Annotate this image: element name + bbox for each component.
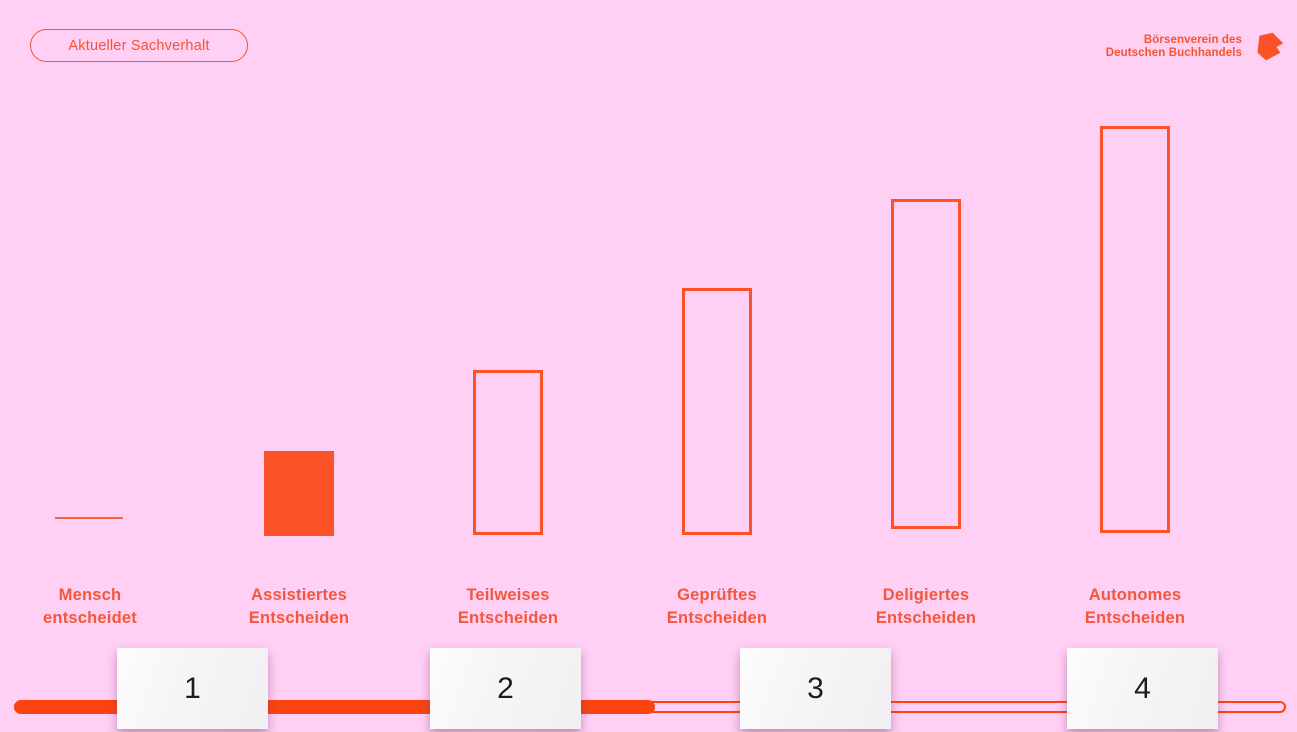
step-card-1[interactable]: 1	[117, 648, 268, 729]
bar-label-6: Autonomes Entscheiden	[1084, 586, 1186, 627]
bar-3	[473, 370, 543, 535]
bar-6	[1100, 126, 1170, 533]
step-card-2[interactable]: 2	[430, 648, 581, 729]
bar-2	[264, 451, 334, 536]
bar-1	[55, 517, 123, 519]
bar-5	[891, 199, 961, 529]
logo-text: Börsenverein des Deutschen Buchhandels	[1106, 34, 1242, 61]
bar-label-2: Assistiertes Entscheiden	[248, 586, 350, 627]
logo-text-line2: Deutschen Buchhandels	[1105, 47, 1242, 59]
bar-label-1: Mensch entscheidet	[43, 586, 137, 627]
bar-label-3: Teilweises Entscheiden	[457, 586, 559, 627]
step-card-4[interactable]: 4	[1067, 648, 1218, 729]
bar-4	[682, 288, 752, 535]
bar-label-5: Deligiertes Entscheiden	[875, 586, 977, 627]
aktueller-sachverhalt-button[interactable]: Aktueller Sachverhalt	[30, 29, 248, 62]
logo: Börsenverein des Deutschen Buchhandels	[1106, 30, 1287, 64]
bar-label-4: Geprüftes Entscheiden	[666, 586, 768, 627]
step-card-3[interactable]: 3	[740, 648, 891, 729]
logo-mark-icon	[1257, 32, 1284, 61]
logo-text-line1: Börsenverein des	[1143, 33, 1242, 46]
